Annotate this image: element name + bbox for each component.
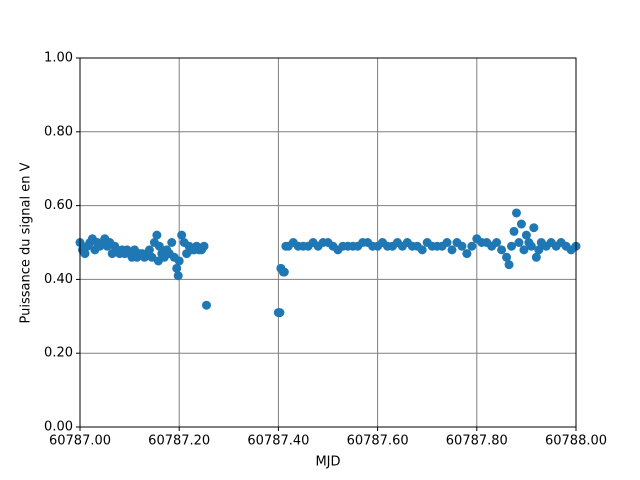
point — [201, 300, 211, 310]
point — [447, 245, 457, 255]
x-axis-label: MJD — [315, 455, 340, 470]
point — [173, 271, 183, 281]
point — [167, 238, 177, 247]
point — [80, 249, 90, 259]
y-tick-label: 1.00 — [44, 51, 73, 66]
point — [152, 230, 162, 240]
x-tick-label: 60787.60 — [347, 434, 409, 449]
point — [529, 223, 539, 233]
point — [144, 245, 154, 255]
point — [174, 256, 184, 266]
y-axis-label: Puissance du signal en V — [19, 162, 34, 323]
point — [531, 252, 541, 262]
point — [467, 241, 477, 251]
point — [526, 241, 536, 251]
point — [442, 238, 452, 247]
point — [497, 245, 507, 255]
x-tick-label: 60788.00 — [545, 434, 607, 449]
point — [177, 230, 187, 240]
point — [462, 249, 472, 259]
point — [279, 267, 289, 277]
y-tick-label: 0.00 — [44, 420, 73, 435]
y-tick-label: 0.40 — [44, 272, 73, 287]
y-tick-label: 0.60 — [44, 198, 73, 213]
point — [154, 241, 164, 251]
y-tick-label: 0.80 — [44, 124, 73, 139]
point — [172, 263, 182, 273]
point — [504, 260, 514, 270]
y-tick-label: 0.20 — [44, 346, 73, 361]
plot-frame — [79, 57, 577, 428]
point — [457, 241, 467, 251]
point — [492, 238, 502, 247]
point — [521, 230, 531, 240]
point — [511, 208, 521, 218]
point — [199, 241, 209, 251]
point — [514, 238, 524, 247]
point — [534, 245, 544, 255]
x-tick-label: 60787.20 — [148, 434, 210, 449]
x-tick-label: 60787.40 — [247, 434, 309, 449]
point — [509, 226, 519, 236]
point — [417, 245, 427, 255]
point — [502, 252, 512, 262]
point — [275, 308, 285, 318]
x-tick-label: 60787.80 — [446, 434, 508, 449]
x-tick-label: 60787.00 — [49, 434, 111, 449]
point — [507, 241, 517, 251]
point — [519, 245, 529, 255]
point — [516, 219, 526, 229]
